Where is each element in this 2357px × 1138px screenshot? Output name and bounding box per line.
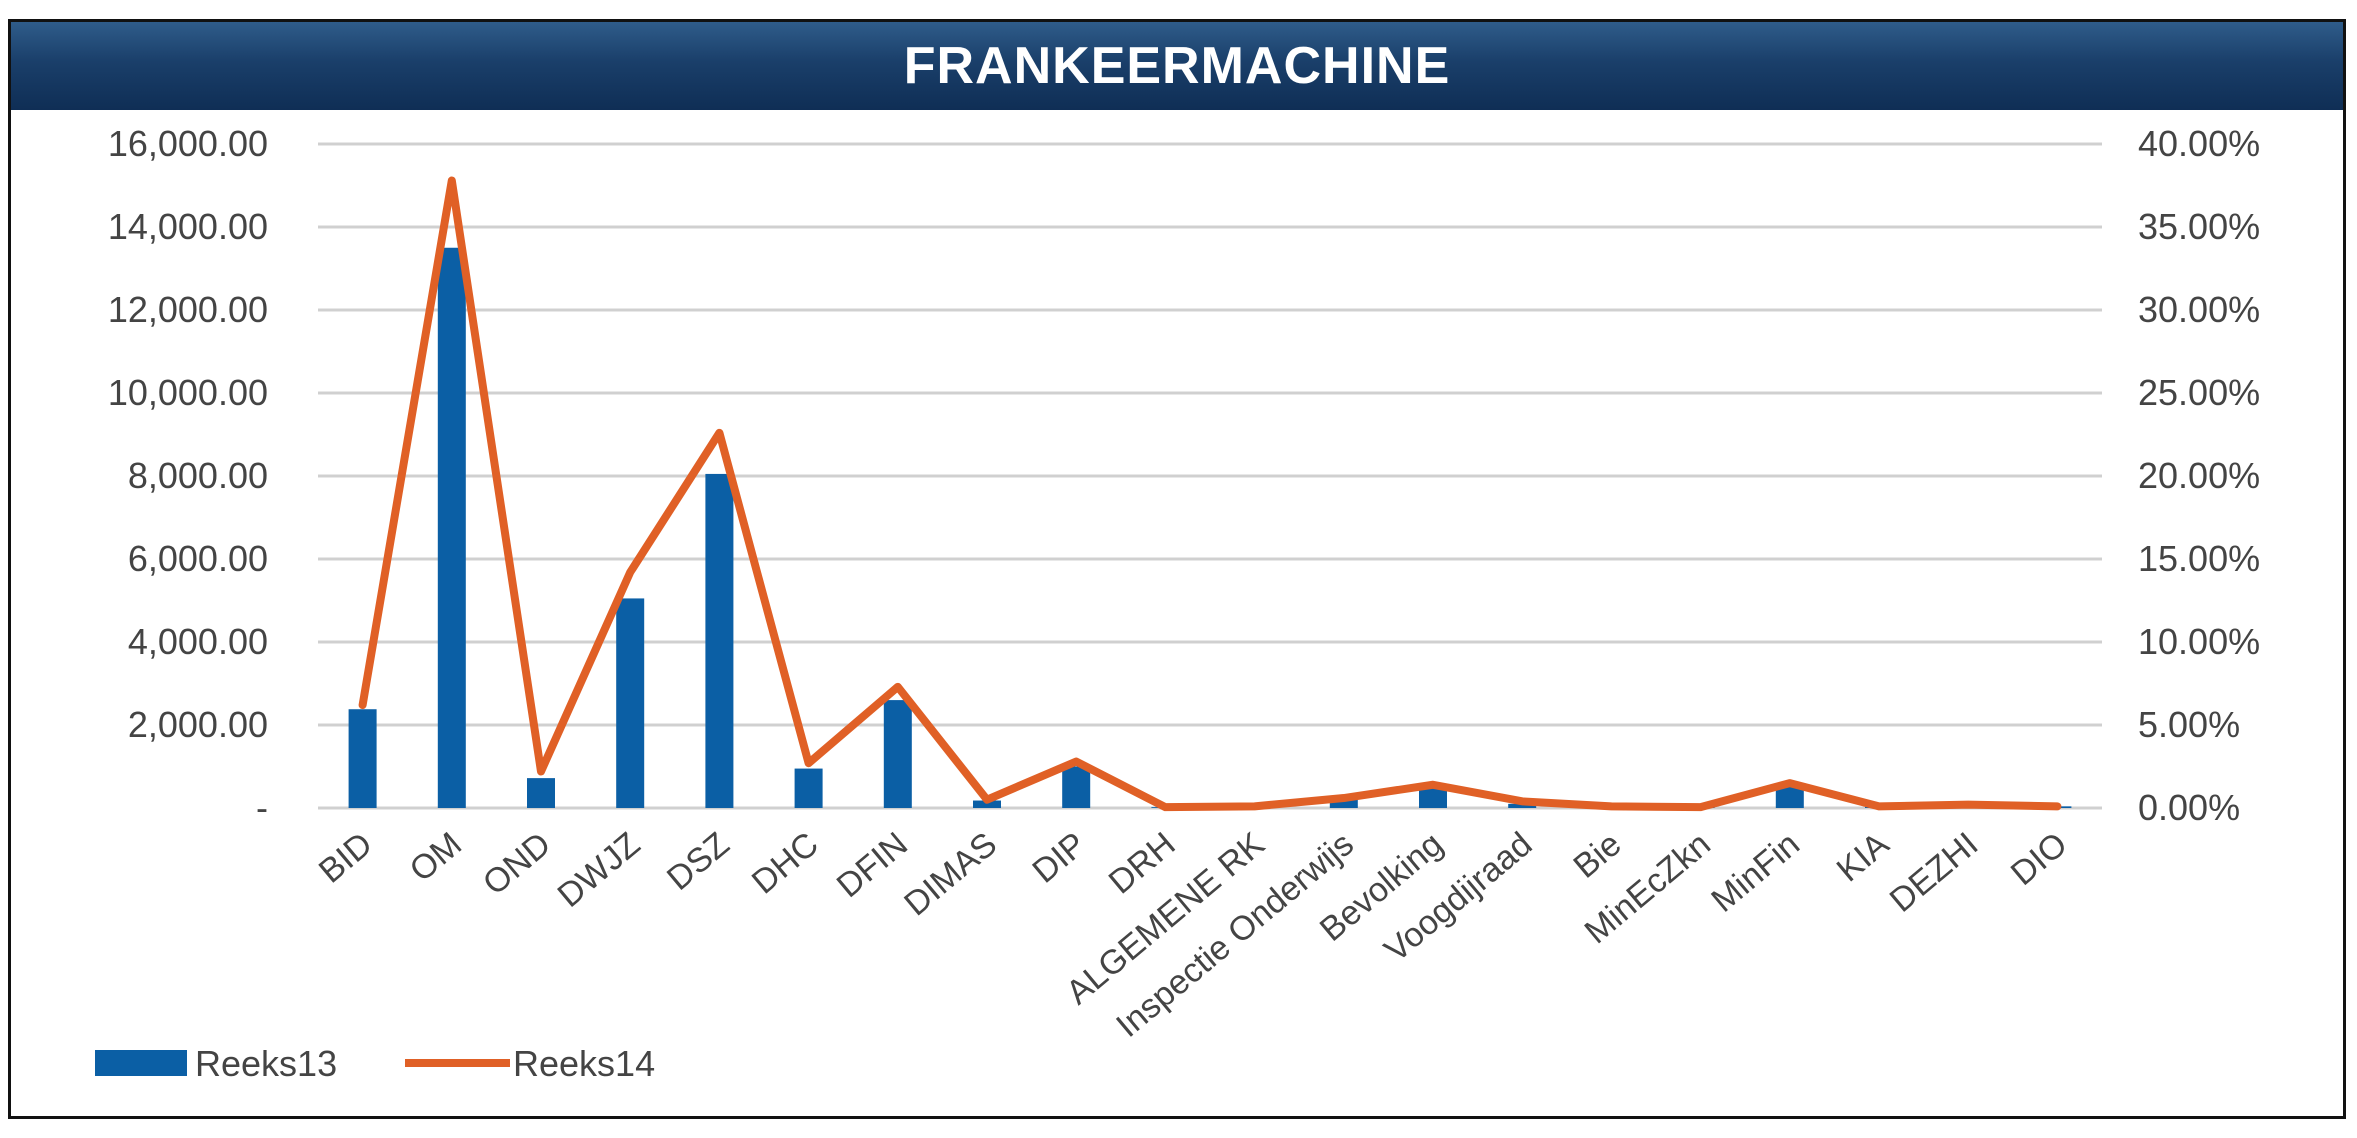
- category-label: Bie: [1566, 825, 1628, 886]
- left-tick-label: 16,000.00: [108, 123, 268, 164]
- right-tick-label: 0.00%: [2138, 787, 2240, 828]
- category-label: OND: [476, 825, 558, 903]
- category-label: DEZHI: [1883, 825, 1986, 920]
- right-tick-label: 5.00%: [2138, 704, 2240, 745]
- bar: [973, 800, 1001, 808]
- category-label: BID: [312, 825, 380, 891]
- category-label: DSZ: [660, 825, 737, 898]
- left-tick-label: 2,000.00: [128, 704, 268, 745]
- right-tick-label: 35.00%: [2138, 206, 2260, 247]
- right-tick-label: 30.00%: [2138, 289, 2260, 330]
- category-label: DIP: [1025, 825, 1093, 891]
- line-series: [358, 176, 2062, 812]
- bar: [1062, 766, 1091, 808]
- chart-title: FRANKEERMACHINE: [903, 37, 1451, 95]
- series-line: [358, 176, 2062, 812]
- right-tick-label: 40.00%: [2138, 123, 2260, 164]
- left-tick-label: 4,000.00: [128, 621, 268, 662]
- bar: [1329, 799, 1358, 808]
- category-label: DIO: [2004, 825, 2075, 893]
- bar: [1419, 788, 1447, 808]
- right-axis-ticks: 0.00% 5.00% 10.00% 15.00% 20.00% 25.00% 30.00%…: [2138, 123, 2260, 828]
- category-label: OM: [403, 825, 469, 889]
- left-tick-label: 6,000.00: [128, 538, 268, 579]
- bar: [616, 598, 645, 808]
- legend-swatch-bar: [95, 1050, 187, 1076]
- bar: [348, 709, 377, 808]
- legend: Reeks13 Reeks14: [95, 1043, 655, 1084]
- legend-label: Reeks14: [513, 1043, 655, 1084]
- left-tick-label: 12,000.00: [108, 289, 268, 330]
- bar-series: [348, 247, 2072, 808]
- category-label: DHC: [745, 825, 826, 901]
- left-tick-label: 8,000.00: [128, 455, 268, 496]
- category-label: DWJZ: [551, 825, 648, 915]
- left-axis-ticks: - 2,000.00 4,000.00 6,000.00 8,000.00 10,000.…: [108, 123, 268, 828]
- left-tick-label: 10,000.00: [108, 372, 268, 413]
- category-label: MinFin: [1704, 825, 1807, 920]
- right-tick-label: 20.00%: [2138, 455, 2260, 496]
- bar: [437, 247, 466, 808]
- bar: [794, 768, 823, 808]
- bar: [527, 778, 555, 808]
- category-label: KIA: [1830, 825, 1897, 890]
- chart-frame: FRANKEERMACHINE: [8, 19, 2346, 1119]
- category-label: DIMAS: [897, 825, 1004, 923]
- right-tick-label: 15.00%: [2138, 538, 2260, 579]
- left-tick-label: -: [256, 787, 268, 828]
- bar: [1508, 803, 1537, 808]
- bar: [705, 473, 734, 808]
- chart-title-bar: FRANKEERMACHINE: [11, 22, 2343, 110]
- right-tick-label: 10.00%: [2138, 621, 2260, 662]
- right-tick-label: 25.00%: [2138, 372, 2260, 413]
- bar: [1775, 785, 1804, 808]
- grid-lines: [318, 142, 2102, 810]
- bar: [883, 700, 912, 808]
- left-tick-label: 14,000.00: [108, 206, 268, 247]
- legend-label: Reeks13: [195, 1043, 337, 1084]
